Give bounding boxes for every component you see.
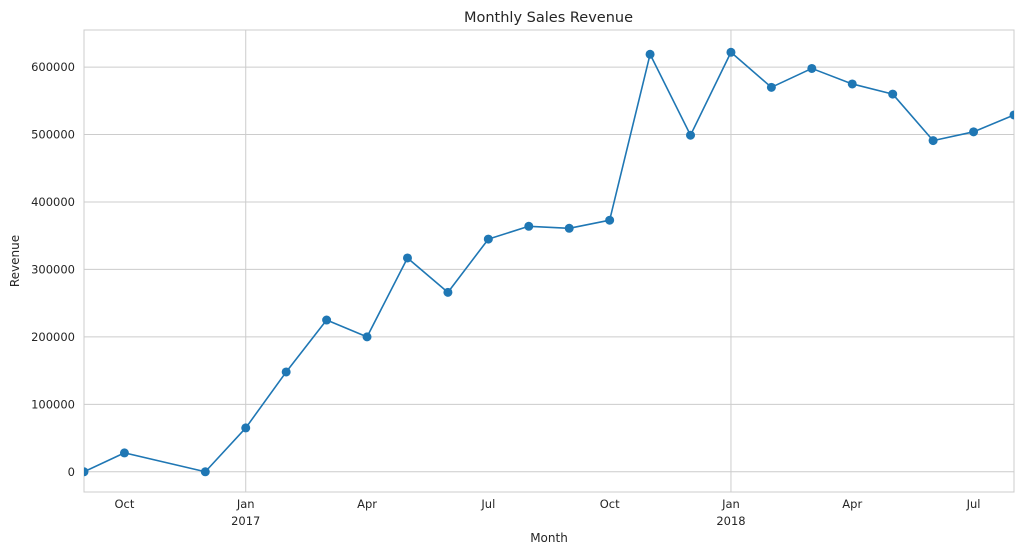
data-point	[322, 315, 332, 325]
x-axis-ticks: Oct Jan 2017 Apr Jul Oct Jan 2018 Apr Jul	[114, 497, 980, 528]
data-point	[402, 253, 412, 263]
data-point	[281, 367, 291, 377]
data-point	[645, 49, 655, 59]
data-point	[119, 448, 129, 458]
data-point	[200, 467, 210, 477]
grid-layer	[84, 30, 1014, 492]
data-point	[807, 63, 817, 73]
data-point	[483, 234, 493, 244]
data-point	[969, 127, 979, 137]
y-tick-label: 200000	[31, 330, 75, 344]
series-layer	[84, 47, 1014, 477]
x-tick-label: Apr	[357, 497, 377, 511]
x-tick-label: Jul	[966, 497, 981, 511]
y-tick-label: 500000	[31, 128, 75, 142]
data-point	[443, 287, 453, 297]
data-point	[605, 215, 615, 225]
data-point	[928, 136, 938, 146]
data-point	[726, 47, 736, 57]
data-point	[241, 423, 251, 433]
data-point	[524, 221, 534, 231]
data-point	[362, 332, 372, 342]
data-point	[766, 82, 776, 92]
x-tick-label: Oct	[600, 497, 620, 511]
y-tick-label: 400000	[31, 195, 75, 209]
data-point	[847, 79, 857, 89]
data-point	[564, 223, 574, 233]
chart-title: Monthly Sales Revenue	[464, 10, 633, 26]
y-tick-label: 300000	[31, 262, 75, 276]
x-axis-label: Month	[530, 531, 568, 545]
data-point	[686, 130, 696, 140]
y-axis-label: Revenue	[8, 235, 22, 287]
data-point	[1009, 110, 1014, 120]
x-tick-year-label: 2018	[716, 514, 745, 528]
series-line	[84, 51, 1014, 473]
x-tick-year-label: 2017	[231, 514, 260, 528]
y-tick-label: 100000	[31, 397, 75, 411]
x-tick-label: Oct	[114, 497, 134, 511]
y-axis-ticks: 0 100000 200000 300000 400000 500000 600000	[31, 60, 75, 479]
y-tick-label: 600000	[31, 60, 75, 74]
plot-frame	[83, 29, 1015, 493]
data-point	[84, 467, 89, 477]
x-tick-label: Jan	[236, 497, 255, 511]
x-tick-label: Jan	[721, 497, 740, 511]
data-point	[888, 89, 898, 99]
x-tick-label: Apr	[842, 497, 862, 511]
series-group	[84, 47, 1014, 477]
x-tick-label: Jul	[480, 497, 495, 511]
y-tick-label: 0	[68, 465, 75, 479]
